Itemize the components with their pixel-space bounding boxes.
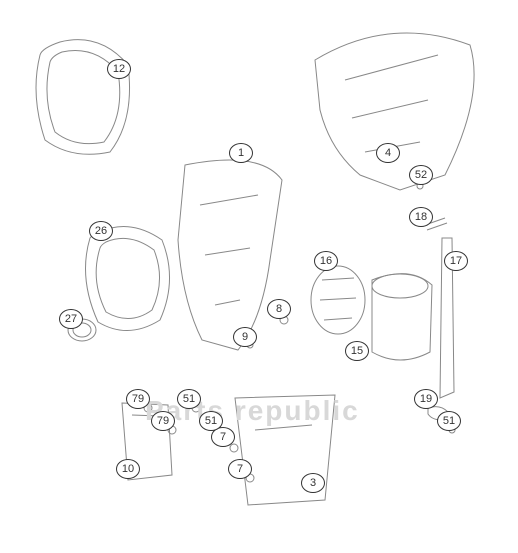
callout-26: 26 <box>89 221 113 241</box>
callout-15: 15 <box>345 341 369 361</box>
part-rear-fender <box>315 33 474 190</box>
callout-17: 17 <box>444 251 468 271</box>
callout-label: 51 <box>199 411 223 431</box>
callout-label: 79 <box>126 389 150 409</box>
callout-51a: 51 <box>177 389 201 409</box>
callout-label: 7 <box>228 459 252 479</box>
callout-12: 12 <box>107 59 131 79</box>
part-airbox-frame <box>86 227 170 331</box>
callout-52: 52 <box>409 165 433 185</box>
callout-label: 26 <box>89 221 113 241</box>
callout-8: 8 <box>267 299 291 319</box>
callout-label: 19 <box>414 389 438 409</box>
callout-label: 8 <box>267 299 291 319</box>
callout-7b: 7 <box>228 459 252 479</box>
callout-16: 16 <box>314 251 338 271</box>
callout-27: 27 <box>59 309 83 329</box>
callout-label: 51 <box>437 411 461 431</box>
callout-label: 9 <box>233 327 257 347</box>
callout-9: 9 <box>233 327 257 347</box>
diagram-container: Parts republic 1347789101215161718192627… <box>0 0 518 553</box>
part-filter-cover <box>311 266 365 334</box>
callout-1: 1 <box>229 143 253 163</box>
part-headlight-ring <box>36 40 130 155</box>
part-airbox-lower <box>178 160 282 350</box>
callout-label: 51 <box>177 389 201 409</box>
callout-51b: 51 <box>199 411 223 431</box>
callout-label: 27 <box>59 309 83 329</box>
callout-label: 15 <box>345 341 369 361</box>
callout-label: 10 <box>116 459 140 479</box>
callout-label: 4 <box>376 143 400 163</box>
callout-label: 1 <box>229 143 253 163</box>
callout-label: 52 <box>409 165 433 185</box>
callout-79b: 79 <box>151 411 175 431</box>
callout-18: 18 <box>409 207 433 227</box>
callout-label: 12 <box>107 59 131 79</box>
parts-svg <box>0 0 518 553</box>
part-air-filter <box>372 274 432 360</box>
callout-label: 79 <box>151 411 175 431</box>
callout-51c: 51 <box>437 411 461 431</box>
callout-label: 17 <box>444 251 468 271</box>
callout-10: 10 <box>116 459 140 479</box>
callout-3: 3 <box>301 473 325 493</box>
callout-label: 3 <box>301 473 325 493</box>
callout-19: 19 <box>414 389 438 409</box>
callout-4: 4 <box>376 143 400 163</box>
callout-79a: 79 <box>126 389 150 409</box>
callout-label: 18 <box>409 207 433 227</box>
callout-label: 16 <box>314 251 338 271</box>
